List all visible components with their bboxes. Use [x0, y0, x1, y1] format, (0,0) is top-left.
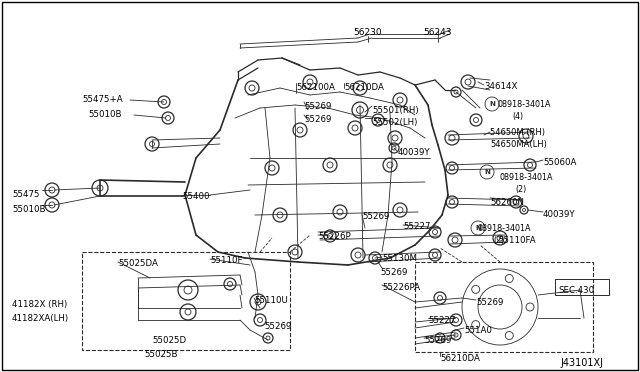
- Text: 55110U: 55110U: [254, 296, 288, 305]
- Text: 55269: 55269: [476, 298, 504, 307]
- Text: 56260N: 56260N: [490, 198, 524, 207]
- Text: 55400: 55400: [182, 192, 209, 201]
- Text: 55475+A: 55475+A: [82, 95, 123, 104]
- Text: 55269: 55269: [424, 336, 451, 345]
- Text: 08918-3401A: 08918-3401A: [478, 224, 531, 233]
- Text: 55025D: 55025D: [152, 336, 186, 345]
- Text: 55110FA: 55110FA: [498, 236, 536, 245]
- Text: 41182X (RH): 41182X (RH): [12, 300, 67, 309]
- Text: 56210DA: 56210DA: [344, 83, 384, 92]
- Text: 55010B: 55010B: [88, 110, 122, 119]
- Text: 08918-3401A: 08918-3401A: [500, 173, 554, 182]
- Text: J43101XJ: J43101XJ: [560, 358, 603, 368]
- Text: (4): (4): [512, 112, 523, 121]
- Text: 54650MA(LH): 54650MA(LH): [490, 140, 547, 149]
- Text: 551A0: 551A0: [464, 326, 492, 335]
- Text: 54650M (RH): 54650M (RH): [490, 128, 545, 137]
- Text: 55269: 55269: [380, 268, 408, 277]
- Text: 55060A: 55060A: [543, 158, 577, 167]
- Bar: [82, 252, 290, 350]
- Text: N: N: [475, 225, 481, 231]
- Text: 40039Y: 40039Y: [543, 210, 575, 219]
- Text: 55130M: 55130M: [382, 254, 417, 263]
- Text: 34614X: 34614X: [484, 82, 517, 91]
- Text: 55025B: 55025B: [144, 350, 177, 359]
- Text: 55226P: 55226P: [318, 232, 351, 241]
- Bar: [415, 262, 593, 352]
- Text: 08918-3401A: 08918-3401A: [497, 100, 550, 109]
- Text: 55110F: 55110F: [210, 256, 243, 265]
- Text: 55227: 55227: [403, 222, 431, 231]
- Text: 55025DA: 55025DA: [118, 259, 158, 268]
- Text: 55269: 55269: [264, 322, 291, 331]
- Text: 56230: 56230: [354, 28, 382, 37]
- Text: N: N: [489, 101, 495, 107]
- Text: 55269: 55269: [304, 102, 332, 111]
- Text: 56210DA: 56210DA: [440, 354, 480, 363]
- Text: SEC.430: SEC.430: [558, 286, 594, 295]
- Text: 55501(RH): 55501(RH): [372, 106, 419, 115]
- Text: N: N: [484, 169, 490, 175]
- Text: 41182XA(LH): 41182XA(LH): [12, 314, 69, 323]
- Text: (2): (2): [493, 236, 504, 245]
- Text: 55502(LH): 55502(LH): [372, 118, 417, 127]
- Text: (2): (2): [515, 185, 526, 194]
- Text: 562100A: 562100A: [296, 83, 335, 92]
- Text: 56243: 56243: [424, 28, 452, 37]
- Text: 55227: 55227: [428, 316, 456, 325]
- Text: 55226PA: 55226PA: [382, 283, 420, 292]
- Text: 55475: 55475: [12, 190, 40, 199]
- Text: 40039Y: 40039Y: [398, 148, 431, 157]
- Text: 55269: 55269: [362, 212, 389, 221]
- Text: 55269: 55269: [304, 115, 332, 124]
- Text: 55010B: 55010B: [12, 205, 45, 214]
